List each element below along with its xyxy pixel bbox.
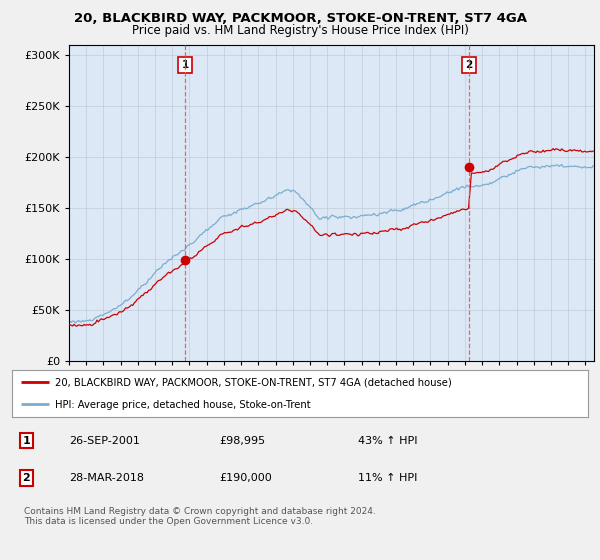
Text: 1: 1 (23, 436, 30, 446)
Text: 26-SEP-2001: 26-SEP-2001 (70, 436, 140, 446)
Text: HPI: Average price, detached house, Stoke-on-Trent: HPI: Average price, detached house, Stok… (55, 400, 311, 410)
Text: Contains HM Land Registry data © Crown copyright and database right 2024.
This d: Contains HM Land Registry data © Crown c… (24, 507, 376, 526)
Text: 20, BLACKBIRD WAY, PACKMOOR, STOKE-ON-TRENT, ST7 4GA (detached house): 20, BLACKBIRD WAY, PACKMOOR, STOKE-ON-TR… (55, 378, 452, 388)
Text: 1: 1 (181, 60, 188, 70)
Text: Price paid vs. HM Land Registry's House Price Index (HPI): Price paid vs. HM Land Registry's House … (131, 24, 469, 36)
Text: 28-MAR-2018: 28-MAR-2018 (70, 473, 145, 483)
Text: 11% ↑ HPI: 11% ↑ HPI (358, 473, 417, 483)
Text: 2: 2 (466, 60, 473, 70)
Text: 2: 2 (23, 473, 30, 483)
Text: £190,000: £190,000 (220, 473, 272, 483)
Text: 43% ↑ HPI: 43% ↑ HPI (358, 436, 417, 446)
Text: 20, BLACKBIRD WAY, PACKMOOR, STOKE-ON-TRENT, ST7 4GA: 20, BLACKBIRD WAY, PACKMOOR, STOKE-ON-TR… (74, 12, 527, 25)
Text: £98,995: £98,995 (220, 436, 265, 446)
